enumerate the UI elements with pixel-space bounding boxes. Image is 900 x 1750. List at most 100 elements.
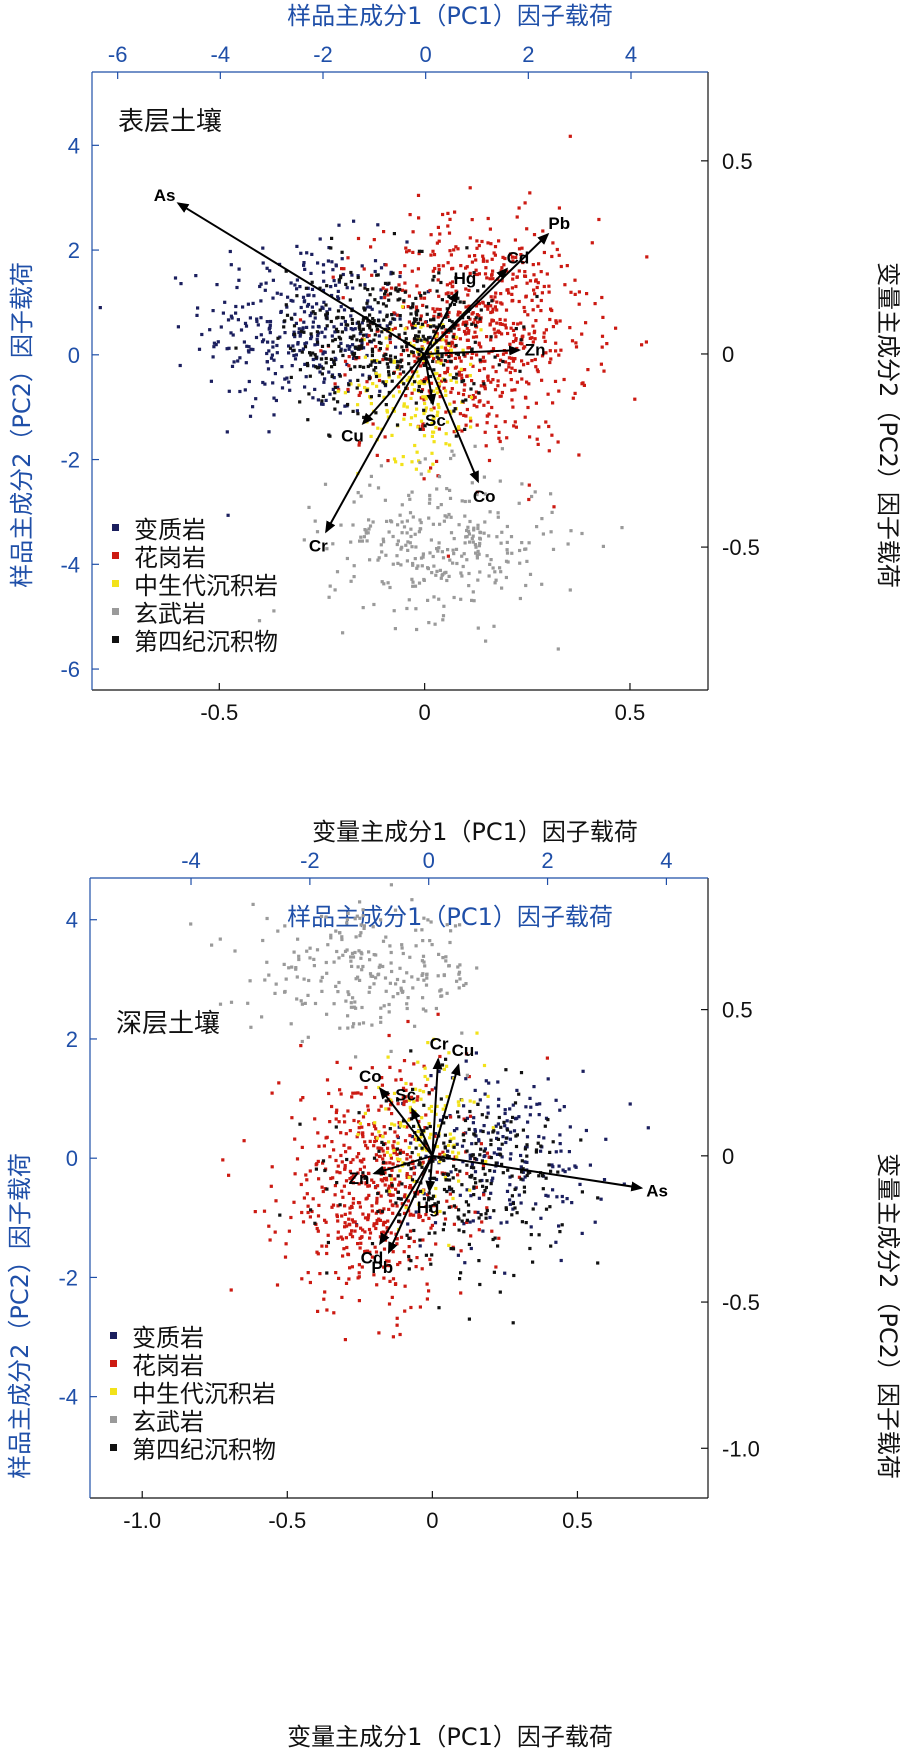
data-point <box>537 1233 541 1237</box>
data-point <box>580 1190 584 1194</box>
data-point <box>509 1152 513 1156</box>
data-point <box>468 1109 472 1114</box>
data-point <box>387 298 391 302</box>
data-point <box>356 320 360 324</box>
data-point <box>287 1229 291 1233</box>
data-point <box>435 289 439 293</box>
data-point <box>305 1178 309 1182</box>
data-point <box>372 238 376 242</box>
data-point <box>448 373 452 377</box>
data-point <box>290 364 294 368</box>
data-point <box>448 249 452 253</box>
data-point <box>440 298 444 302</box>
data-point <box>528 1246 532 1251</box>
data-point <box>336 1204 340 1208</box>
data-point <box>333 330 337 334</box>
data-point <box>349 314 353 318</box>
data-point <box>292 330 296 334</box>
data-point <box>527 497 531 502</box>
data-point <box>291 299 295 303</box>
data-point <box>411 1166 416 1170</box>
data-point <box>427 501 432 505</box>
data-point <box>345 286 349 290</box>
data-point <box>351 955 356 959</box>
data-point <box>565 264 569 268</box>
data-point <box>453 210 457 214</box>
data-point <box>417 216 421 220</box>
data-point <box>376 1209 380 1214</box>
data-point <box>423 382 427 386</box>
data-point <box>520 246 524 250</box>
data-point <box>475 423 479 427</box>
data-point <box>388 1153 393 1157</box>
data-point <box>488 323 492 327</box>
data-point <box>448 496 453 500</box>
data-point <box>419 472 423 476</box>
data-point <box>275 351 279 355</box>
data-point <box>242 1139 246 1143</box>
data-point <box>493 245 498 249</box>
data-point <box>347 355 351 359</box>
data-point <box>328 584 332 588</box>
data-point <box>519 338 523 342</box>
data-point <box>227 389 231 393</box>
data-point <box>458 963 462 967</box>
data-point <box>407 1118 411 1122</box>
data-point <box>424 1213 428 1217</box>
data-point <box>449 253 453 257</box>
data-point <box>472 382 476 386</box>
data-point <box>493 295 497 299</box>
data-point <box>511 405 515 409</box>
data-point <box>535 294 539 299</box>
data-point <box>189 922 193 926</box>
data-point <box>485 259 489 263</box>
data-point <box>390 1295 394 1299</box>
data-point <box>452 1136 456 1140</box>
data-point <box>475 493 479 497</box>
data-point <box>360 539 364 543</box>
data-point <box>321 288 326 292</box>
data-point <box>544 1193 548 1197</box>
data-point <box>357 949 361 953</box>
data-point <box>528 279 533 283</box>
data-point <box>449 531 454 535</box>
data-point <box>428 1124 432 1129</box>
data-point <box>550 433 554 437</box>
data-point <box>604 1137 608 1141</box>
data-point <box>345 1245 349 1250</box>
data-point <box>505 540 509 544</box>
data-point <box>374 1250 379 1254</box>
legend-swatch <box>110 1444 117 1451</box>
data-point <box>317 1144 321 1148</box>
data-point <box>405 1233 409 1237</box>
data-point <box>330 293 334 298</box>
data-point <box>306 993 310 997</box>
data-point <box>558 1133 562 1137</box>
data-point <box>553 379 558 383</box>
data-point <box>298 400 302 404</box>
data-point <box>450 285 454 289</box>
data-point <box>525 559 529 563</box>
data-point <box>423 320 427 324</box>
data-point <box>407 1175 411 1180</box>
data-point <box>441 1172 445 1176</box>
data-point <box>449 349 453 353</box>
data-point <box>384 289 388 294</box>
data-point <box>320 372 324 376</box>
loading-label-Zn: Zn <box>525 340 546 359</box>
data-point <box>363 528 367 532</box>
data-point <box>326 343 330 348</box>
data-point <box>315 302 319 306</box>
data-point <box>339 322 343 326</box>
data-point <box>345 556 349 561</box>
data-point <box>422 296 427 300</box>
data-point <box>418 460 422 465</box>
data-point <box>485 421 489 425</box>
data-point <box>407 1254 411 1259</box>
right-tick-label: 0.5 <box>722 149 753 174</box>
data-point <box>445 369 449 374</box>
data-point <box>368 293 372 297</box>
data-point <box>413 584 418 588</box>
data-point <box>420 388 425 392</box>
data-point <box>532 288 536 292</box>
